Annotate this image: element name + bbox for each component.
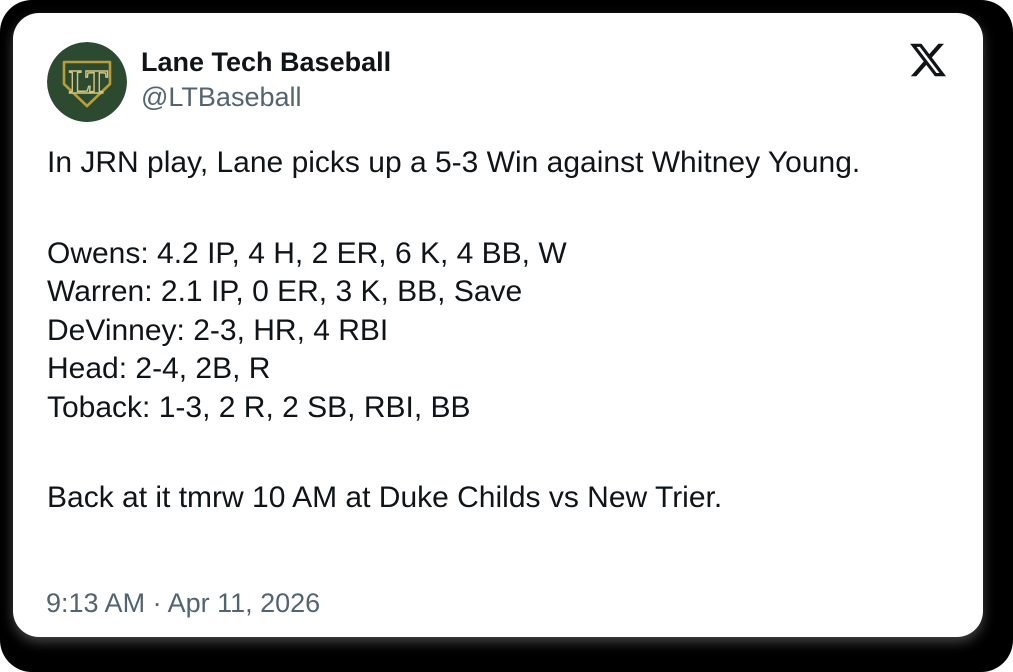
account-name[interactable]: Lane Tech Baseball	[141, 47, 392, 77]
account-handle[interactable]: @LTBaseball	[141, 82, 302, 112]
tweet-paragraph-statlines: Owens: 4.2 IP, 4 H, 2 ER, 6 K, 4 BB, W W…	[47, 236, 567, 424]
x-logo-glyph	[910, 43, 947, 77]
tweet-timestamp[interactable]: 9:13 AM · Apr 11, 2026	[46, 588, 321, 618]
tweet-card: LT Lane Tech Baseball @LTBaseball In JRN…	[13, 13, 983, 637]
lane-tech-logo-icon: LT	[47, 42, 127, 122]
avatar[interactable]: LT	[47, 42, 127, 122]
x-logo-icon[interactable]	[908, 40, 948, 80]
tweet-paragraph-summary: In JRN play, Lane picks up a 5-3 Win aga…	[47, 146, 861, 179]
tweet-text: In JRN play, Lane picks up a 5-3 Win aga…	[47, 144, 897, 518]
account-block: Lane Tech Baseball @LTBaseball	[141, 45, 391, 115]
svg-text:LT: LT	[69, 64, 109, 101]
tweet-paragraph-next-game: Back at it tmrw 10 AM at Duke Childs vs …	[47, 481, 723, 514]
